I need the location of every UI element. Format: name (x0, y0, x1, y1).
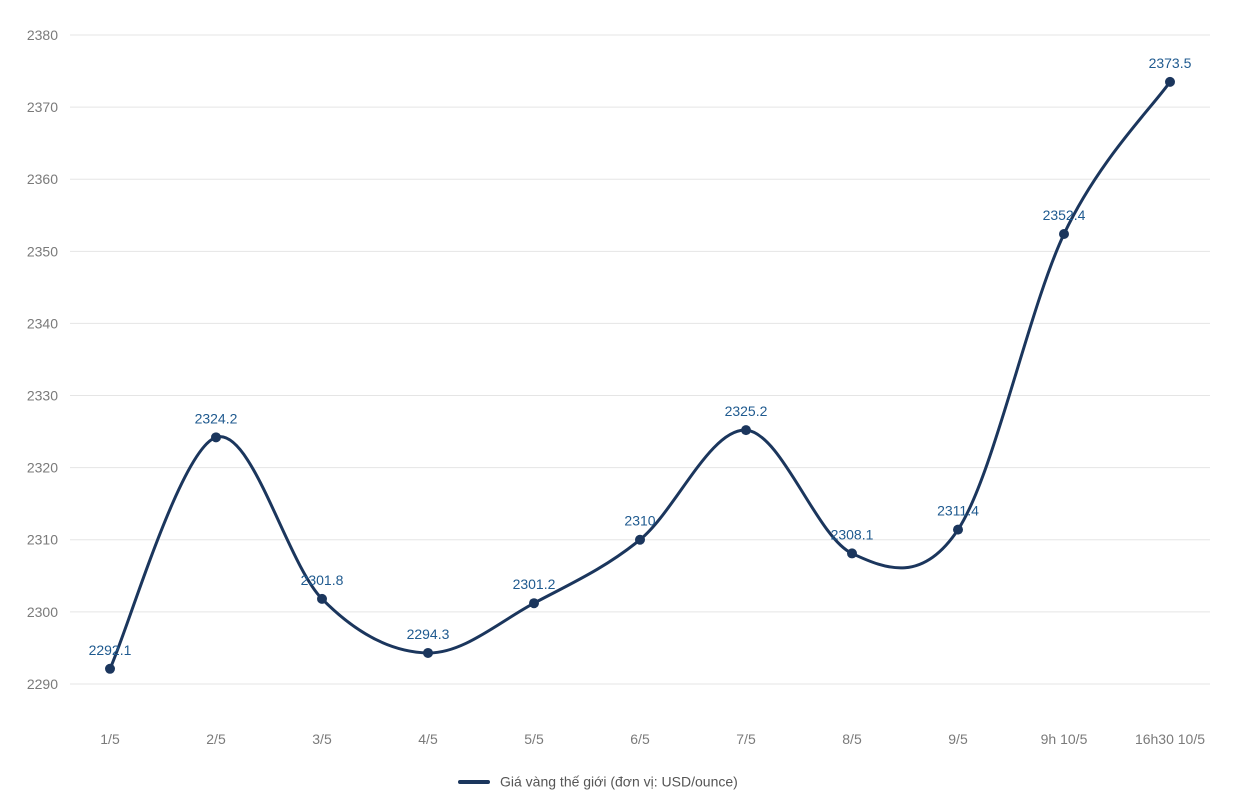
x-tick-label: 16h30 10/5 (1135, 731, 1205, 747)
data-point (423, 648, 433, 658)
data-point (1165, 77, 1175, 87)
data-point (1059, 229, 1069, 239)
x-tick-label: 5/5 (524, 731, 544, 747)
y-tick-label: 2370 (27, 99, 58, 115)
y-tick-label: 2340 (27, 315, 58, 331)
x-tick-label: 2/5 (206, 731, 226, 747)
data-label: 2324.2 (195, 410, 238, 426)
x-tick-label: 9/5 (948, 731, 968, 747)
data-point (953, 525, 963, 535)
y-tick-label: 2320 (27, 460, 58, 476)
x-tick-label: 7/5 (736, 731, 756, 747)
x-tick-label: 9h 10/5 (1041, 731, 1088, 747)
x-tick-label: 4/5 (418, 731, 438, 747)
data-point (741, 425, 751, 435)
x-tick-label: 3/5 (312, 731, 332, 747)
y-tick-label: 2330 (27, 388, 58, 404)
y-tick-label: 2290 (27, 676, 58, 692)
y-tick-label: 2350 (27, 243, 58, 259)
x-tick-label: 8/5 (842, 731, 862, 747)
data-label: 2301.8 (301, 572, 344, 588)
legend-label: Giá vàng thế giới (đơn vị: USD/ounce) (500, 774, 738, 790)
data-label: 2352.4 (1043, 207, 1086, 223)
data-label: 2294.3 (407, 626, 450, 642)
data-point (635, 535, 645, 545)
gold-price-chart: 2290 2300 2310 2320 2330 2340 2350 2360 2370 2380… (0, 0, 1236, 805)
data-label: 2325.2 (725, 403, 768, 419)
x-tick-label: 1/5 (100, 731, 120, 747)
y-tick-label: 2360 (27, 171, 58, 187)
data-label: 2310 (624, 513, 655, 529)
x-tick-label: 6/5 (630, 731, 650, 747)
data-point (211, 432, 221, 442)
chart-svg: 2290 2300 2310 2320 2330 2340 2350 2360 2370 2380… (0, 0, 1236, 805)
data-label: 2301.2 (513, 576, 556, 592)
y-tick-label: 2380 (27, 27, 58, 43)
data-label: 2311.4 (937, 503, 979, 519)
y-tick-label: 2310 (27, 532, 58, 548)
data-label: 2308.1 (831, 526, 874, 542)
data-point (105, 664, 115, 674)
data-point (317, 594, 327, 604)
data-label: 2373.5 (1149, 55, 1192, 71)
y-tick-label: 2300 (27, 604, 58, 620)
series-line (110, 82, 1170, 669)
data-label: 2292.1 (89, 642, 132, 658)
data-point (529, 598, 539, 608)
data-point (847, 548, 857, 558)
